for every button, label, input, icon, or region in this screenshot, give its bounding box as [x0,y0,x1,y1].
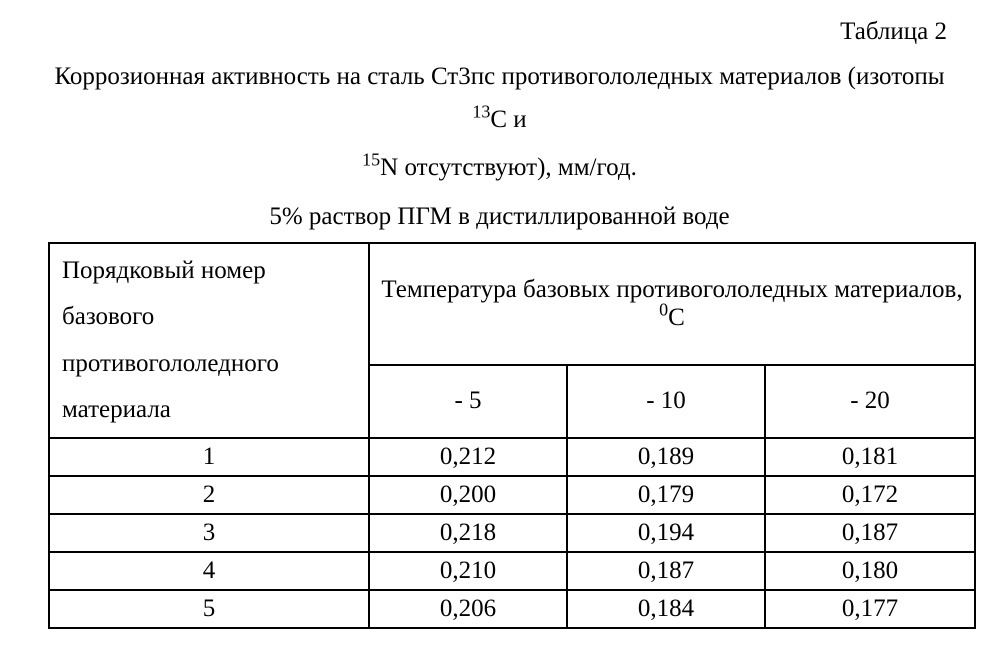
isotope-15-sym: N [380,154,398,181]
cell: 0,177 [765,590,975,628]
group-header: Температура базовых противогололедных ма… [369,243,975,365]
isotope-13-sym: C [490,106,507,133]
cell: 0,187 [567,552,765,590]
row-header: Порядковый номер базового противогололед… [49,243,369,438]
data-table: Порядковый номер базового противогололед… [48,242,976,629]
cell: 0,210 [369,552,567,590]
cell: 0,179 [567,476,765,514]
table-row: 5 0,206 0,184 0,177 [49,590,975,628]
caption-line-1: Коррозионная активность на сталь Ст3пс п… [48,56,951,141]
cell: 0,184 [567,590,765,628]
solution-line: 5% раствор ПГМ в дистиллированной воде [48,196,951,239]
cell: 0,189 [567,438,765,476]
cell: 0,212 [369,438,567,476]
group-header-sup: 0 [659,300,668,320]
col-header-2: - 10 [567,365,765,438]
isotope-15-sup: 15 [362,150,380,170]
row-index: 4 [49,552,369,590]
cell: 0,218 [369,514,567,552]
isotope-13-sup: 13 [472,101,490,121]
caption-and: и [507,106,527,133]
cell: 0,194 [567,514,765,552]
cell: 0,187 [765,514,975,552]
cell: 0,172 [765,476,975,514]
caption-text-1: Коррозионная активность на сталь Ст3пс п… [54,63,944,90]
cell: 0,181 [765,438,975,476]
row-index: 1 [49,438,369,476]
cell: 0,206 [369,590,567,628]
page: Таблица 2 Коррозионная активность на ста… [0,0,999,649]
row-index: 2 [49,476,369,514]
table-row: 1 0,212 0,189 0,181 [49,438,975,476]
row-index: 5 [49,590,369,628]
table-row: 4 0,210 0,187 0,180 [49,552,975,590]
row-index: 3 [49,514,369,552]
cell: 0,200 [369,476,567,514]
group-header-unit: C [668,304,685,331]
table-row: 3 0,218 0,194 0,187 [49,514,975,552]
group-header-text: Температура базовых противогололедных ма… [381,276,962,303]
header-row-1: Порядковый номер базового противогололед… [49,243,975,365]
table-label: Таблица 2 [48,18,947,46]
caption-line-2: 15N отсутствуют), мм/год. [48,147,951,190]
col-header-1: - 5 [369,365,567,438]
table-row: 2 0,200 0,179 0,172 [49,476,975,514]
cell: 0,180 [765,552,975,590]
caption-suffix: отсутствуют), мм/год. [398,154,637,181]
col-header-3: - 20 [765,365,975,438]
table-body: 1 0,212 0,189 0,181 2 0,200 0,179 0,172 … [49,438,975,628]
table-head: Порядковый номер базового противогололед… [49,243,975,438]
